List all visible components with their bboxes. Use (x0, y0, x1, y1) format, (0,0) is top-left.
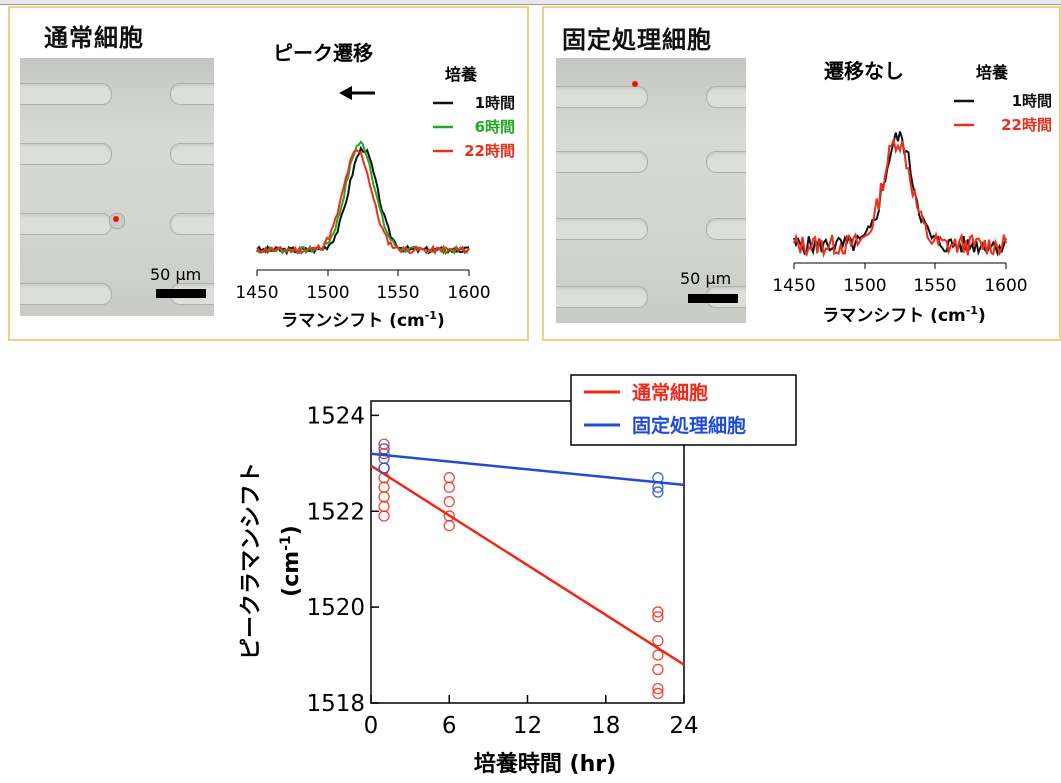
peak-shift-chart: ピークラマンシフト (cm-1) 1518 1520 1522 1524 0 6 12 18 2… (239, 374, 797, 777)
spectrum-series-line (256, 149, 470, 256)
data-point (652, 635, 664, 647)
fit-line (370, 464, 685, 666)
y-tick-label: 1522 (306, 499, 365, 525)
legend: 通常細胞 固定処理細胞 (570, 374, 797, 446)
y-axis-label-line1: ピークラマンシフト (239, 462, 264, 660)
plot-marks (370, 438, 685, 700)
panel-title: 固定処理細胞 (562, 26, 712, 54)
legend-label: 1時間 (475, 94, 515, 112)
data-point (378, 491, 390, 503)
data-point (443, 496, 455, 508)
spectra (793, 131, 1007, 259)
chart-title: 遷移なし (824, 59, 904, 83)
x-tick-label: 24 (669, 713, 698, 739)
x-tick-label: 18 (591, 713, 620, 739)
y-axis-label-line2: (cm-1) (278, 525, 304, 597)
x-tick-label: 1500 (843, 276, 886, 296)
legend-label: 固定処理細胞 (632, 414, 746, 437)
spectrum-chart-right: 遷移なし 培養 1時間 22時間 1450 1500 1550 1600 ラマンシ… (772, 59, 1052, 326)
spectra (256, 140, 470, 256)
x-tick-label: 1450 (235, 283, 278, 303)
plot-frame (370, 400, 685, 704)
data-point (652, 687, 664, 700)
legend-title: 培養 (976, 63, 1008, 82)
x-tick-label: 1550 (376, 283, 419, 303)
microscope-image: 50 μm (556, 58, 746, 323)
y-axis-label: ピークラマンシフト (cm-1) (239, 462, 304, 660)
data-point (443, 481, 455, 493)
data-point (652, 663, 664, 676)
legend-label: 通常細胞 (632, 381, 708, 404)
panel-title: 通常細胞 (44, 24, 144, 52)
data-point (378, 481, 390, 493)
panel-fixed-cells: 固定処理細胞 50 μm 遷移なし 培養 1時間 22時間 1450 1500 1… (542, 6, 1061, 341)
data-point (652, 649, 664, 661)
data-point (652, 486, 664, 498)
spectrum-series-line (256, 145, 470, 256)
x-tick-label: 0 (364, 713, 379, 739)
x-axis-label: ラマンシフト (cm-1) (281, 309, 445, 331)
legend-label: 6時間 (475, 118, 515, 136)
x-axis-label: ラマンシフト (cm-1) (822, 304, 986, 326)
legend-label: 22時間 (1001, 116, 1052, 134)
spectrum-series-line (793, 136, 1007, 259)
data-point (652, 611, 664, 623)
y-tick-label: 1518 (306, 691, 365, 717)
y-tick-label: 1520 (306, 595, 365, 621)
legend-title: 培養 (445, 65, 477, 84)
microscope-image: 50 μm (20, 58, 214, 316)
x-tick-label: 1600 (447, 283, 490, 303)
x-tick-label: 1450 (772, 276, 815, 296)
y-tick-label: 1524 (306, 403, 365, 429)
x-tick-label: 1600 (984, 276, 1027, 296)
data-point (378, 510, 390, 522)
panel-normal-cells: 通常細胞 50 μm ピーク遷移 培養 1時間 6時間 22時間 1450 150 (8, 6, 529, 341)
scale-label: 50 μm (150, 265, 202, 284)
legend-label: 22時間 (464, 142, 515, 160)
x-axis: 1450 1500 1550 1600 (772, 262, 1028, 296)
measurement-point (632, 81, 638, 87)
top-border (0, 0, 1061, 5)
measurement-point (113, 216, 119, 222)
shift-arrow (339, 86, 375, 100)
data-point (652, 606, 664, 618)
x-tick-label: 1550 (913, 276, 956, 296)
x-tick-label: 1500 (306, 283, 349, 303)
data-point (443, 519, 455, 532)
chart-title: ピーク遷移 (273, 41, 373, 65)
spectrum-series-line (793, 131, 1007, 257)
axis-ticks: 1518 1520 1522 1524 0 6 12 18 24 (306, 403, 698, 739)
data-point (378, 448, 390, 460)
data-point (652, 682, 664, 695)
scale-bar (156, 289, 206, 298)
data-point (378, 500, 390, 513)
scale-bar (688, 294, 738, 303)
data-point (378, 462, 390, 474)
x-tick-label: 12 (513, 713, 542, 739)
legend: 1時間 6時間 22時間 (433, 94, 515, 160)
legend-label: 1時間 (1012, 92, 1052, 110)
data-point (652, 481, 664, 493)
x-tick-label: 6 (442, 713, 457, 739)
legend: 1時間 22時間 (954, 92, 1052, 134)
x-axis-label: 培養時間 (hr) (474, 751, 616, 777)
data-point (443, 472, 455, 484)
fit-line (370, 452, 685, 487)
x-axis: 1450 1500 1550 1600 (235, 269, 491, 303)
scale-label: 50 μm (680, 269, 732, 288)
